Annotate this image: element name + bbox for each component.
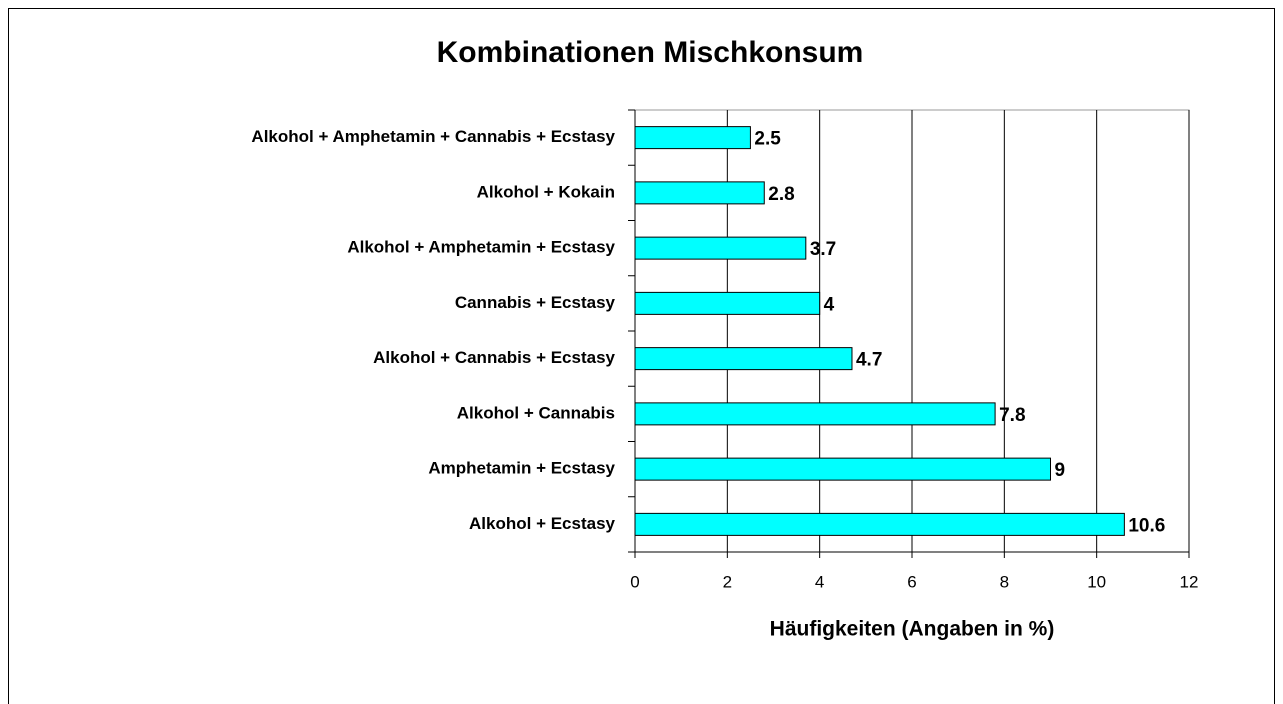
bar [634, 347, 853, 371]
value-label: 2.5 [754, 129, 781, 150]
value-label: 9 [1055, 460, 1066, 481]
bar [634, 402, 996, 426]
y-tick-label: Alkohol + Kokain [477, 182, 615, 201]
value-label: 4 [824, 294, 835, 315]
bar [634, 181, 765, 205]
y-tick-label: Alkohol + Cannabis + Ecstasy [373, 348, 615, 367]
value-label: 2.8 [768, 184, 794, 205]
bar [634, 236, 807, 260]
y-tick-label: Cannabis + Ecstasy [455, 293, 616, 312]
value-label: 3.7 [810, 239, 836, 260]
x-axis-label: Häufigkeiten (Angaben in %) [770, 618, 1055, 641]
chart-title: Kombinationen Mischkonsum [437, 36, 864, 69]
bar [634, 512, 1125, 536]
x-tick-label: 4 [815, 572, 824, 591]
x-tick-label: 12 [1180, 572, 1199, 591]
y-tick-label: Alkohol + Amphetamin + Ecstasy [347, 238, 615, 257]
x-tick-label: 10 [1087, 572, 1106, 591]
bar [634, 291, 821, 315]
y-tick-label: Alkohol + Amphetamin + Cannabis + Ecstas… [251, 127, 615, 146]
value-label: 7.8 [999, 405, 1025, 426]
bar [634, 126, 751, 150]
y-tick-label: Alkohol + Ecstasy [469, 514, 616, 533]
value-label: 4.7 [856, 350, 882, 371]
value-label: 10.6 [1128, 515, 1165, 536]
x-tick-label: 2 [723, 572, 732, 591]
chart-frame [8, 8, 1275, 704]
x-tick-label: 0 [630, 572, 639, 591]
x-tick-label: 6 [907, 572, 916, 591]
x-tick-label: 8 [1000, 572, 1009, 591]
bar [634, 457, 1051, 481]
y-tick-label: Alkohol + Cannabis [457, 403, 615, 422]
y-tick-label: Amphetamin + Ecstasy [428, 459, 615, 478]
